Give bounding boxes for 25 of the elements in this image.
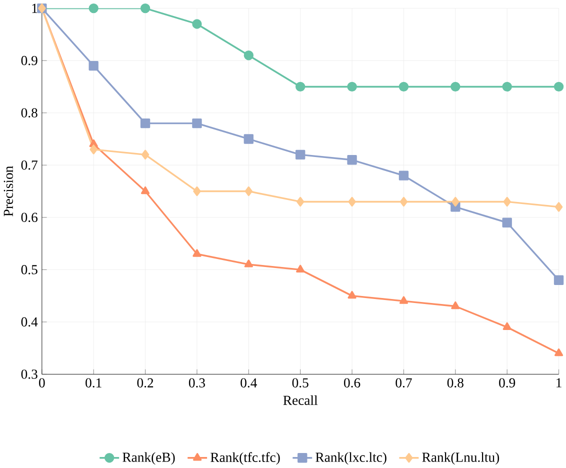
- y-tick-label: 0.6: [21, 212, 38, 222]
- y-tick-label: 0.8: [21, 108, 38, 118]
- x-tick-label: 0.1: [86, 378, 102, 388]
- y-tick-label: 0.7: [21, 160, 38, 170]
- x-axis-title: Recall: [283, 395, 318, 405]
- x-tick-label: 0: [39, 378, 45, 388]
- x-tick-label: 0.3: [188, 378, 205, 388]
- x-tick-label: 0.4: [240, 378, 258, 388]
- x-tick-label: 0.8: [447, 378, 464, 388]
- y-tick-label: 0.9: [21, 56, 38, 66]
- legend-label: Rank(Lnu.ltu): [422, 452, 500, 465]
- x-tick-label: 0.5: [292, 378, 308, 388]
- x-tick-label: 0.9: [499, 378, 516, 388]
- legend-label: Rank(eB): [122, 452, 175, 465]
- x-tick-label: 0.6: [344, 378, 360, 388]
- legend-label: Rank(lxc.ltc): [316, 452, 386, 465]
- legend-label: Rank(tfc.tfc): [210, 452, 280, 465]
- y-tick-label: 1: [32, 4, 38, 13]
- y-tick-label: 0.5: [21, 265, 38, 274]
- y-tick-label: 0.3: [21, 370, 38, 379]
- y-axis-title: Precision: [4, 166, 13, 216]
- y-tick-label: 0.4: [21, 317, 38, 327]
- x-tick-label: 1: [556, 378, 562, 388]
- x-tick-label: 0.7: [396, 378, 412, 388]
- x-tick-label: 0.2: [137, 378, 154, 388]
